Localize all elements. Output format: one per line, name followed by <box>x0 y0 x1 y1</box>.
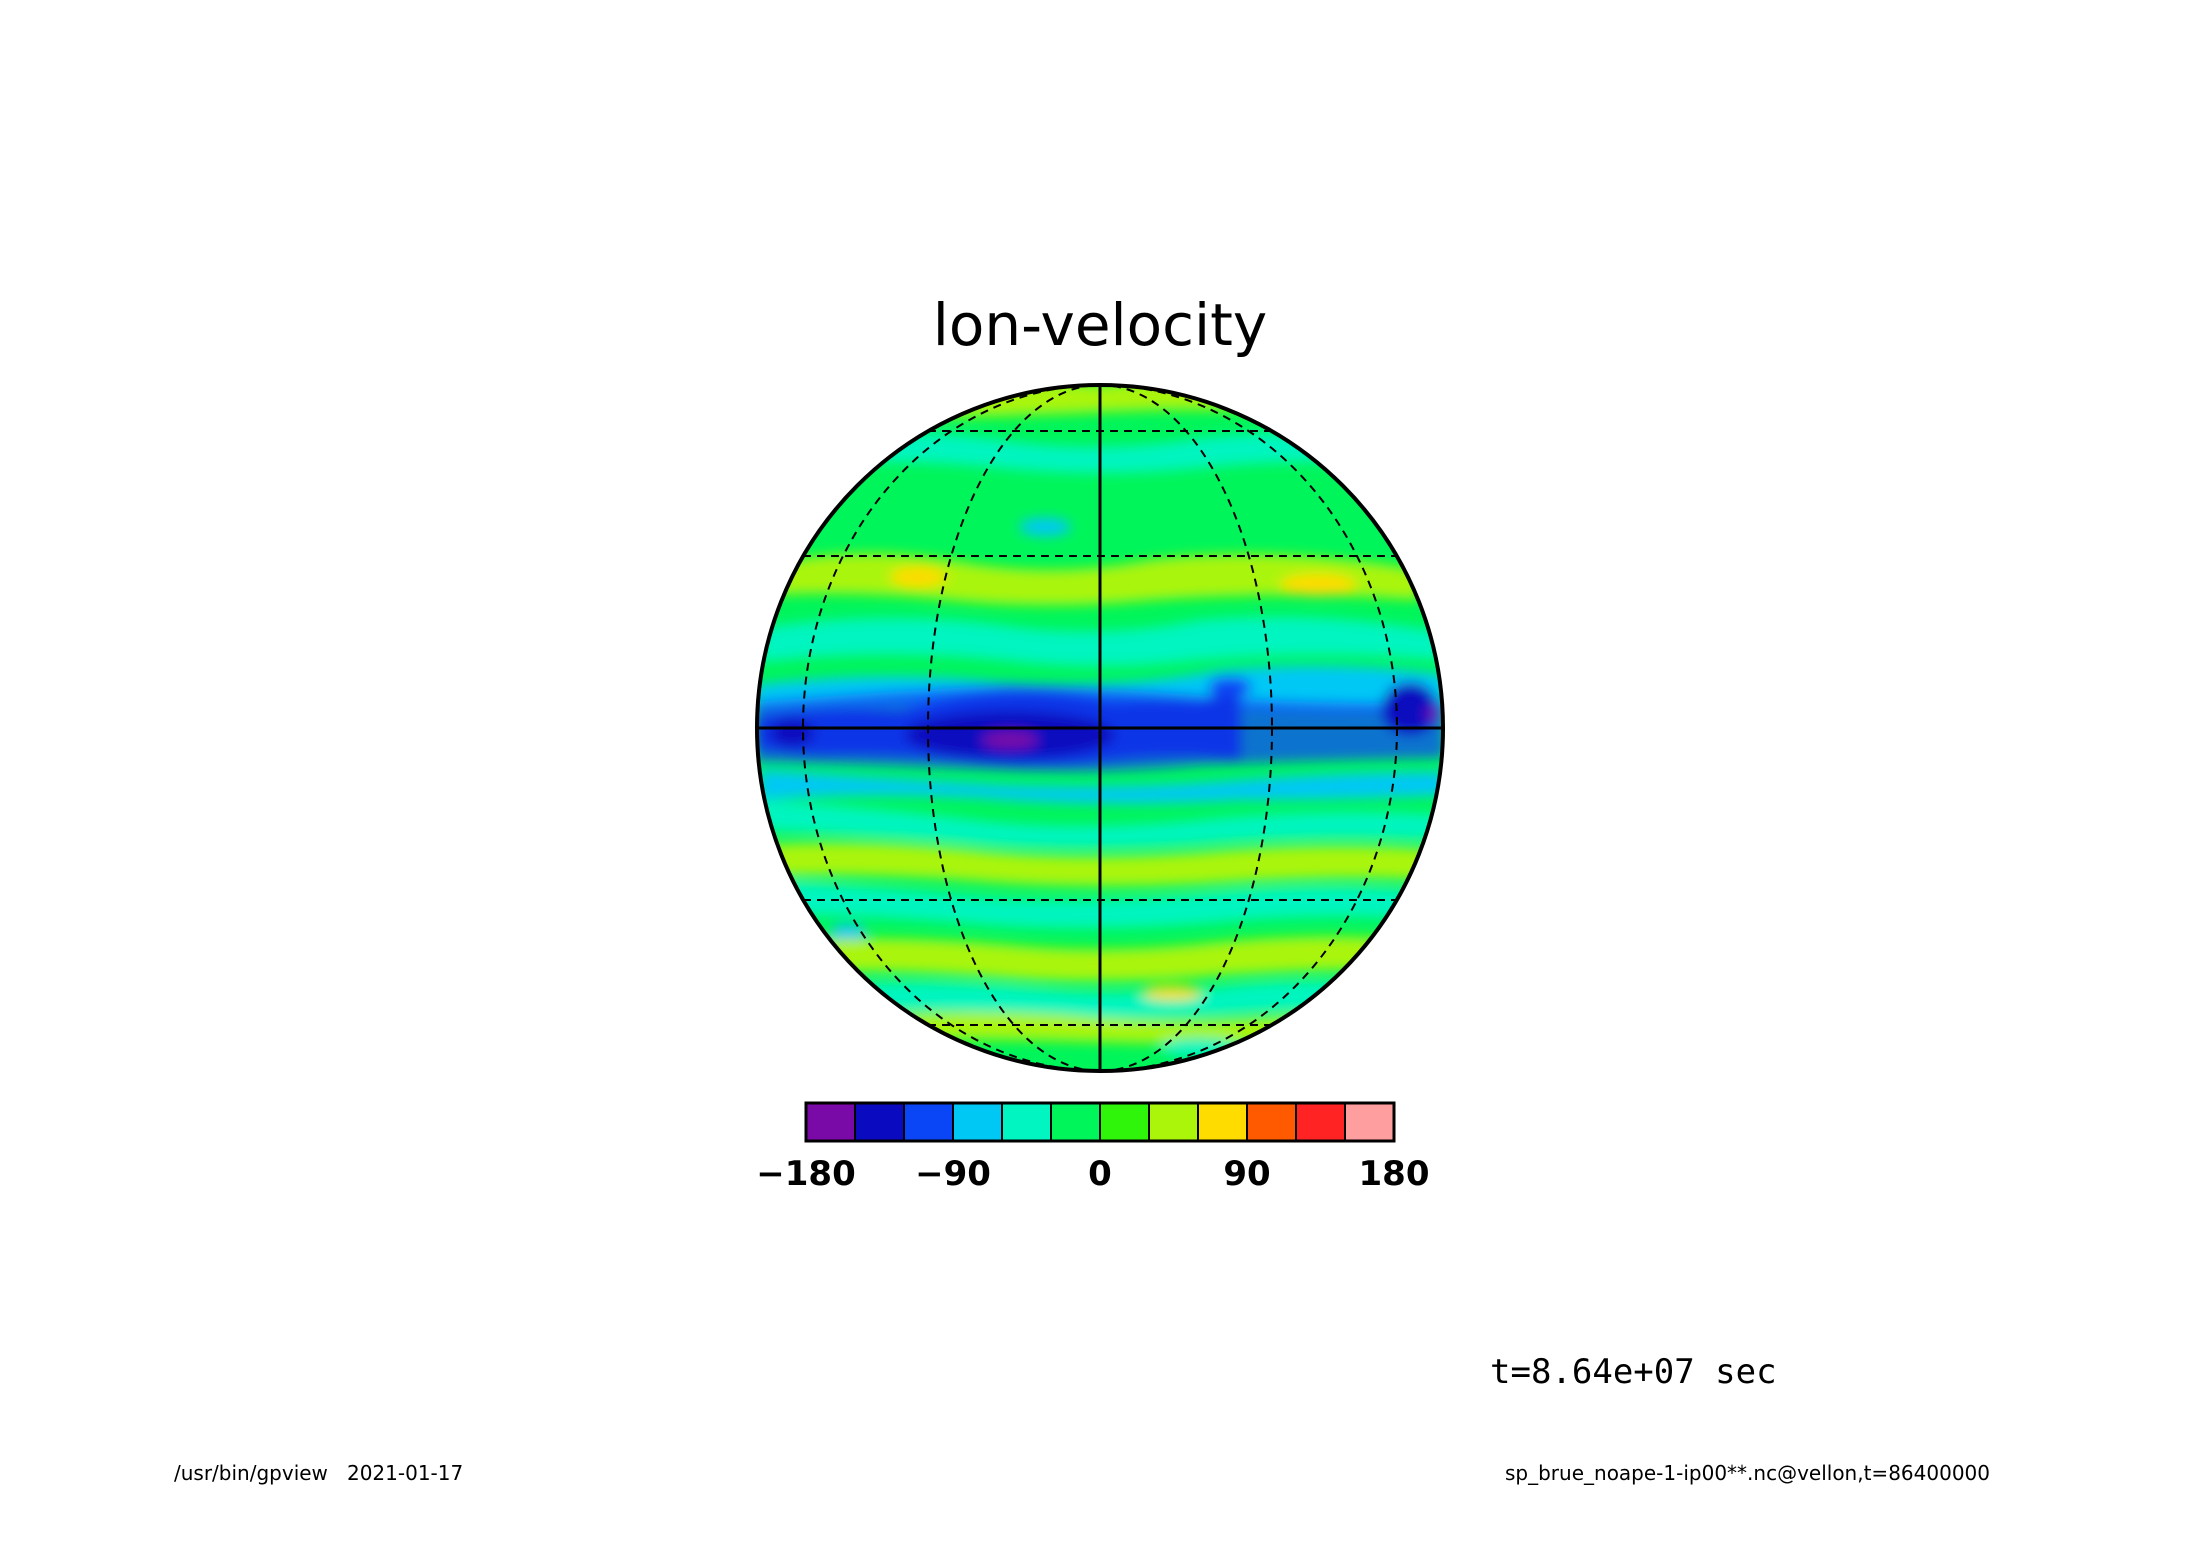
field-region-cyan-band-55s <box>830 981 1380 1019</box>
time-label: t=8.64e+07 sec <box>1490 1352 1777 1392</box>
field-region-lime-band-45n <box>770 553 1420 605</box>
field-region-blue-spot-mid-east <box>1208 677 1252 697</box>
colorbar-swatch <box>1197 1102 1248 1142</box>
globe-map <box>757 385 1443 1071</box>
colorbar-tick-label: −180 <box>756 1154 855 1194</box>
colorbar-swatch <box>1295 1102 1346 1142</box>
colorbar-swatch <box>854 1102 905 1142</box>
field-region-lime-band-65s <box>880 1012 1300 1044</box>
chart-title: lon-velocity <box>933 291 1267 359</box>
field-region-purple-spot-east <box>1426 708 1438 720</box>
colorbar-swatch <box>805 1102 856 1142</box>
colorbar-tick-label: 0 <box>1088 1154 1112 1194</box>
field-region-yellow-spot-west-45n <box>890 567 946 587</box>
field-region-darkblue-core-east <box>1382 682 1438 734</box>
field-region-darkblue-spot-limb-west <box>770 719 814 747</box>
field-region-yellow-spot-south <box>1142 986 1202 1000</box>
colorbar-swatch <box>1001 1102 1052 1142</box>
colorbar-tick-labels: −180 −90 0 90 180 <box>756 1154 1429 1194</box>
colorbar-swatch <box>1344 1102 1395 1142</box>
primary-axes <box>757 385 1443 1071</box>
footer-right: sp_brue_noape-1-ip00**.nc@vellon,t=86400… <box>1505 1461 1990 1485</box>
colorbar-swatch <box>1099 1102 1150 1142</box>
colorbar <box>804 1101 1396 1143</box>
colorbar-swatch <box>1050 1102 1101 1142</box>
field-region-purple-core <box>982 732 1038 748</box>
globe-outline <box>755 383 1445 1073</box>
field-region-yellow-spot-east-45n <box>1280 574 1356 596</box>
colorbar-tick-label: −90 <box>915 1154 991 1194</box>
colorbar-tick-label: 180 <box>1359 1154 1430 1194</box>
colorbar-tick-label: 90 <box>1223 1154 1270 1194</box>
footer-left: /usr/bin/gpview 2021-01-17 <box>174 1461 463 1485</box>
colorbar-swatch <box>1148 1102 1199 1142</box>
field-region-green-band-15s <box>760 800 1440 848</box>
colorbar-swatch <box>952 1102 1003 1142</box>
colorbar-frame <box>804 1101 1396 1143</box>
colorbar-swatch <box>903 1102 954 1142</box>
field-region-cyan-spot-north <box>1019 518 1071 536</box>
colorbar-swatch <box>1246 1102 1297 1142</box>
